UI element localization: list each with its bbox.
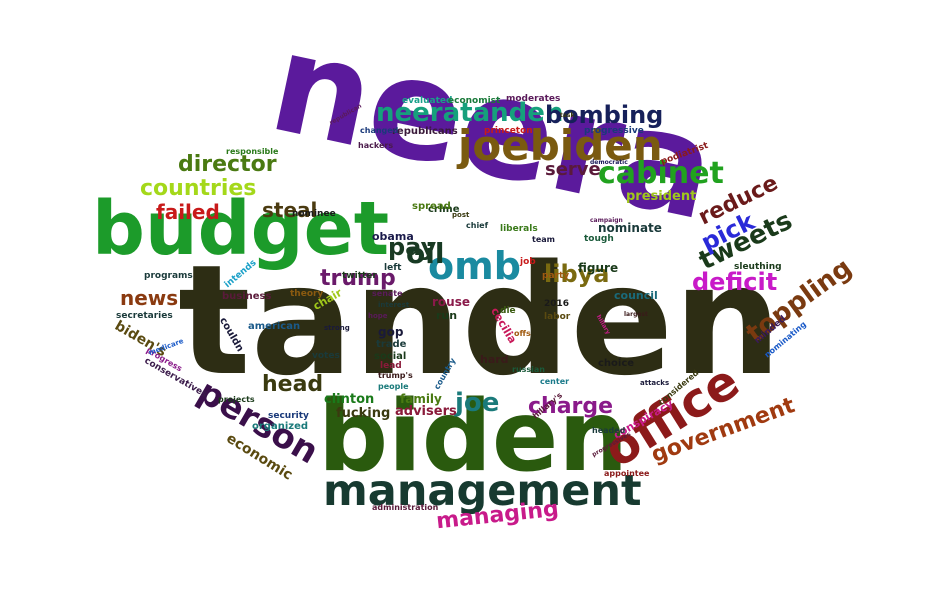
- word-choice: choice: [598, 358, 635, 369]
- word-business: business: [222, 291, 272, 302]
- word-labor: labor: [544, 312, 571, 322]
- word-family: family: [400, 392, 442, 406]
- word-failed: failed: [156, 200, 220, 224]
- word-serve: serve: [545, 159, 601, 180]
- word-clinton: clinton: [324, 392, 375, 407]
- word-offs: offs: [514, 329, 531, 338]
- word-head: head: [262, 372, 324, 397]
- word-senate: senate: [372, 289, 403, 298]
- word-countries: countries: [140, 176, 257, 201]
- word-party: party: [542, 271, 570, 281]
- word-omb: omb: [428, 244, 521, 288]
- word-tough: tough: [584, 234, 614, 244]
- word-task: task: [560, 112, 575, 119]
- word-moderates: moderates: [506, 94, 561, 104]
- word-trump: trump: [320, 266, 396, 291]
- word-die: die: [500, 306, 516, 316]
- word-budget: budget: [92, 186, 390, 272]
- word-deficit: deficit: [692, 268, 778, 296]
- word-trade: trade: [376, 339, 407, 350]
- word-left: left: [384, 263, 402, 273]
- word-cabinet: cabinet: [598, 156, 724, 191]
- word-appointee: appointee: [604, 469, 650, 478]
- word-interest: interest: [378, 301, 410, 309]
- word-nominate: nominate: [598, 221, 662, 235]
- word-tanden: tanden: [178, 232, 782, 409]
- word-rouse: rouse: [432, 295, 470, 309]
- word-charge: charge: [528, 394, 614, 419]
- word-oil: oil: [406, 237, 445, 270]
- word-projects: projects: [218, 395, 255, 404]
- word-liberals: liberals: [500, 224, 538, 234]
- word-steal: steal: [262, 198, 318, 222]
- word-trumps: trump's: [378, 371, 413, 380]
- word-obama: obama: [372, 230, 414, 243]
- word-hard: hard: [480, 353, 509, 366]
- word-management: management: [323, 466, 642, 516]
- word-progressive: progressive: [584, 126, 644, 136]
- word-organized: organized: [252, 421, 309, 432]
- word-social: social: [374, 351, 407, 362]
- word-fucking: fucking: [336, 406, 391, 421]
- word-democratic: democratic: [590, 159, 628, 166]
- word-center: center: [540, 377, 570, 386]
- word-2016: 2016: [544, 299, 570, 309]
- word-economist: economist: [448, 96, 501, 106]
- word-votes: votes: [312, 351, 340, 361]
- word-bombing: bombing: [545, 101, 664, 129]
- word-headed: headed: [592, 426, 626, 435]
- word-russian: russian: [512, 365, 545, 374]
- word-administration: administration: [372, 503, 439, 512]
- word-news: news: [120, 286, 179, 310]
- word-responsible: responsible: [226, 147, 279, 156]
- word-director: director: [178, 152, 277, 177]
- word-president: president: [626, 189, 697, 204]
- word-strong: strong: [324, 324, 350, 332]
- word-sleuthing: sleuthing: [734, 262, 782, 272]
- word-programs: programs: [144, 271, 193, 281]
- word-crime: crime: [428, 204, 460, 215]
- word-pay: pay: [388, 233, 437, 261]
- word-secretaries: secretaries: [116, 311, 173, 321]
- word-biden: biden: [318, 380, 629, 494]
- word-joebiden: joebiden: [458, 121, 663, 170]
- word-spread: spread: [412, 201, 451, 212]
- word-joe: joe: [455, 388, 500, 418]
- word-changed: changed: [360, 126, 399, 135]
- word-lead: lead: [380, 361, 402, 371]
- word-evaluated: evaluated: [402, 96, 453, 106]
- word-people: people: [378, 382, 409, 391]
- word-hope: hope: [368, 312, 388, 320]
- word-campaign: campaign: [590, 217, 623, 224]
- word-job: job: [520, 257, 536, 267]
- word-post: post: [452, 211, 470, 219]
- word-figure: figure: [578, 261, 619, 275]
- word-gop: gop: [378, 325, 404, 339]
- word-theory: theory: [290, 289, 324, 299]
- word-american: american: [248, 321, 301, 332]
- word-council: council: [614, 289, 658, 302]
- word-advisers: advisers: [395, 404, 457, 419]
- word-libya: libya: [544, 260, 610, 288]
- word-security: security: [268, 411, 309, 421]
- word-chief: chief: [466, 221, 489, 230]
- word-largest: largest: [624, 311, 648, 318]
- word-nominee: nominee: [292, 209, 336, 219]
- word-attacks: attacks: [640, 379, 670, 387]
- word-run: run: [436, 309, 458, 322]
- word-princeton: princeton: [484, 126, 533, 136]
- word-hackers: hackers: [358, 141, 394, 150]
- word-neeratanden: neeratanden: [376, 98, 564, 128]
- word-team: team: [532, 235, 555, 244]
- word-republicans: republicans: [392, 126, 458, 137]
- word-twitter: twitter: [342, 271, 377, 281]
